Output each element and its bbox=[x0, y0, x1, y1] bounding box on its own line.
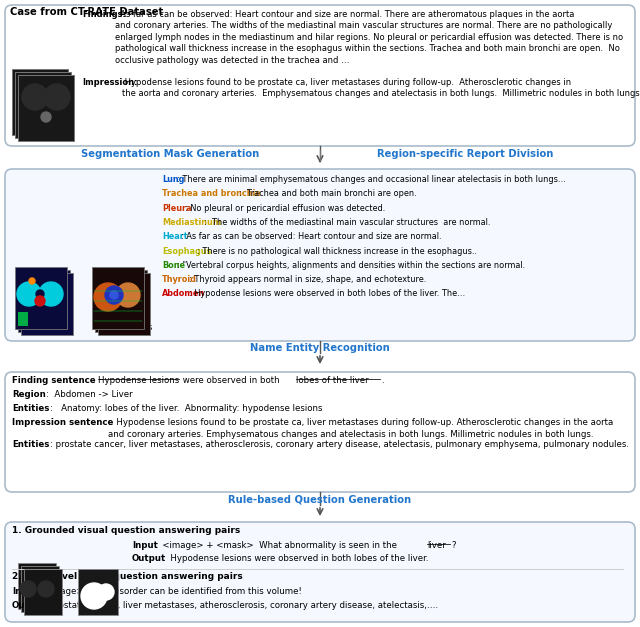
Text: Entities: Entities bbox=[12, 440, 49, 449]
FancyBboxPatch shape bbox=[5, 169, 635, 341]
Text: ?: ? bbox=[451, 541, 456, 550]
Text: : There are minimal emphysematous changes and occasional linear atelectasis in b: : There are minimal emphysematous change… bbox=[177, 175, 566, 184]
Text: Rule-based Question Generation: Rule-based Question Generation bbox=[228, 495, 412, 505]
FancyBboxPatch shape bbox=[5, 5, 635, 146]
Text: Input: Input bbox=[12, 587, 38, 596]
FancyBboxPatch shape bbox=[18, 270, 70, 332]
Text: Name Entity Recognition: Name Entity Recognition bbox=[250, 343, 390, 353]
Text: Thyroid: Thyroid bbox=[162, 275, 197, 284]
Text: Segmentation Mask Generation: Segmentation Mask Generation bbox=[81, 149, 259, 159]
Text: Esophagus: Esophagus bbox=[162, 246, 211, 255]
Circle shape bbox=[22, 84, 48, 110]
Text: Abdomen: Abdomen bbox=[162, 290, 205, 298]
Text: Findings:: Findings: bbox=[82, 10, 126, 19]
FancyBboxPatch shape bbox=[78, 569, 118, 615]
Text: :  <image> What disorder can be identified from this volume!: : <image> What disorder can be identifie… bbox=[34, 587, 302, 596]
Text: .: . bbox=[381, 376, 383, 385]
Circle shape bbox=[81, 583, 107, 609]
Circle shape bbox=[17, 282, 41, 306]
Circle shape bbox=[105, 286, 123, 304]
Text: Pleura: Pleura bbox=[162, 204, 191, 213]
Text: liver: liver bbox=[427, 541, 445, 550]
Text: Output: Output bbox=[132, 554, 166, 563]
Text: Hypodense lesions found to be prostate ca, liver metastases during follow-up.  A: Hypodense lesions found to be prostate c… bbox=[122, 78, 640, 98]
Text: :: : bbox=[92, 376, 98, 385]
Text: : As far as can be observed: Heart contour and size are normal.: : As far as can be observed: Heart conto… bbox=[181, 232, 442, 241]
Text: lobes of the liver: lobes of the liver bbox=[296, 376, 369, 385]
FancyBboxPatch shape bbox=[5, 522, 635, 622]
FancyBboxPatch shape bbox=[15, 267, 67, 329]
Text: 9 regions: 9 regions bbox=[15, 323, 52, 332]
FancyBboxPatch shape bbox=[18, 312, 28, 326]
Text: Trachea and bronchie: Trachea and bronchie bbox=[162, 189, 260, 198]
Text: : "Vertebral corpus heights, alignments and densities within the sections are no: : "Vertebral corpus heights, alignments … bbox=[177, 261, 525, 270]
Text: Mediastinum: Mediastinum bbox=[162, 218, 221, 227]
Text: :  Trachea and both main bronchi are open.: : Trachea and both main bronchi are open… bbox=[239, 189, 417, 198]
Circle shape bbox=[44, 84, 70, 110]
Text: : There is no pathological wall thickness increase in the esophagus..: : There is no pathological wall thicknes… bbox=[196, 246, 477, 255]
Text: Bone: Bone bbox=[162, 261, 185, 270]
FancyBboxPatch shape bbox=[5, 372, 635, 492]
FancyBboxPatch shape bbox=[98, 273, 150, 335]
Text: : Thyroid appears normal in size, shape, and echotexture.: : Thyroid appears normal in size, shape,… bbox=[189, 275, 426, 284]
Circle shape bbox=[110, 291, 118, 299]
Text: : Hypodense lesions were observed in both lobes of the liver. The…: : Hypodense lesions were observed in bot… bbox=[189, 290, 465, 298]
FancyBboxPatch shape bbox=[24, 569, 62, 615]
Text: Hypodense lesions: Hypodense lesions bbox=[98, 376, 179, 385]
Text: Lung: Lung bbox=[162, 175, 184, 184]
Text: Input: Input bbox=[132, 541, 158, 550]
Circle shape bbox=[41, 112, 51, 122]
Text: :  Abdomen -> Liver: : Abdomen -> Liver bbox=[46, 390, 132, 399]
Text: Heart: Heart bbox=[162, 232, 188, 241]
Text: were observed in both: were observed in both bbox=[180, 376, 282, 385]
Text: :  Prostate cancer, liver metastases, atherosclerosis, coronary artery disease, : : Prostate cancer, liver metastases, ath… bbox=[42, 601, 438, 610]
Text: 197 anatomies: 197 anatomies bbox=[92, 323, 152, 332]
Text: :  The widths of the mediastinal main vascular structures  are normal.: : The widths of the mediastinal main vas… bbox=[204, 218, 491, 227]
Text: Impression sentence: Impression sentence bbox=[12, 418, 113, 427]
Circle shape bbox=[36, 290, 44, 298]
Text: :  Hypodense lesions were observed in both lobes of the liver.: : Hypodense lesions were observed in bot… bbox=[162, 554, 429, 563]
Circle shape bbox=[39, 282, 63, 306]
FancyBboxPatch shape bbox=[18, 75, 74, 141]
Text: :   Anatomy: lobes of the liver.  Abnormality: hypodense lesions: : Anatomy: lobes of the liver. Abnormali… bbox=[50, 404, 323, 413]
Text: Entities: Entities bbox=[12, 404, 49, 413]
FancyBboxPatch shape bbox=[21, 566, 59, 612]
Circle shape bbox=[94, 283, 122, 311]
Circle shape bbox=[38, 581, 54, 597]
Text: 1. Grounded visual question answering pairs: 1. Grounded visual question answering pa… bbox=[12, 526, 240, 535]
FancyBboxPatch shape bbox=[95, 270, 147, 332]
FancyBboxPatch shape bbox=[15, 72, 71, 138]
Text: Region: Region bbox=[12, 390, 45, 399]
Text: : prostate cancer, liver metastases, atherosclerosis, coronary artery disease, a: : prostate cancer, liver metastases, ath… bbox=[50, 440, 629, 449]
FancyBboxPatch shape bbox=[92, 267, 144, 329]
Text: Impression:: Impression: bbox=[82, 78, 138, 87]
Text: :  <image> + <mask>  What abnormality is seen in the: : <image> + <mask> What abnormality is s… bbox=[154, 541, 400, 550]
Text: Region-specific Report Division: Region-specific Report Division bbox=[377, 149, 553, 159]
Text: Output: Output bbox=[12, 601, 46, 610]
Text: Case from CT-RATE Dataset: Case from CT-RATE Dataset bbox=[10, 7, 163, 17]
Text: 2. Case-level visual question answering pairs: 2. Case-level visual question answering … bbox=[12, 572, 243, 581]
FancyBboxPatch shape bbox=[21, 273, 73, 335]
Text: Finding sentence: Finding sentence bbox=[12, 376, 95, 385]
Text: : No pleural or pericardial effusion was detected.: : No pleural or pericardial effusion was… bbox=[185, 204, 385, 213]
Text: :  Hypodense lesions found to be prostate ca, liver metastases during follow-up.: : Hypodense lesions found to be prostate… bbox=[108, 418, 613, 439]
FancyBboxPatch shape bbox=[18, 563, 56, 609]
Circle shape bbox=[35, 296, 45, 306]
FancyBboxPatch shape bbox=[12, 69, 68, 135]
Text: As far as can be observed: Heart contour and size are normal. There are atheroma: As far as can be observed: Heart contour… bbox=[115, 10, 623, 65]
Circle shape bbox=[20, 581, 36, 597]
Circle shape bbox=[116, 283, 140, 307]
Circle shape bbox=[98, 584, 114, 600]
Circle shape bbox=[29, 278, 35, 284]
